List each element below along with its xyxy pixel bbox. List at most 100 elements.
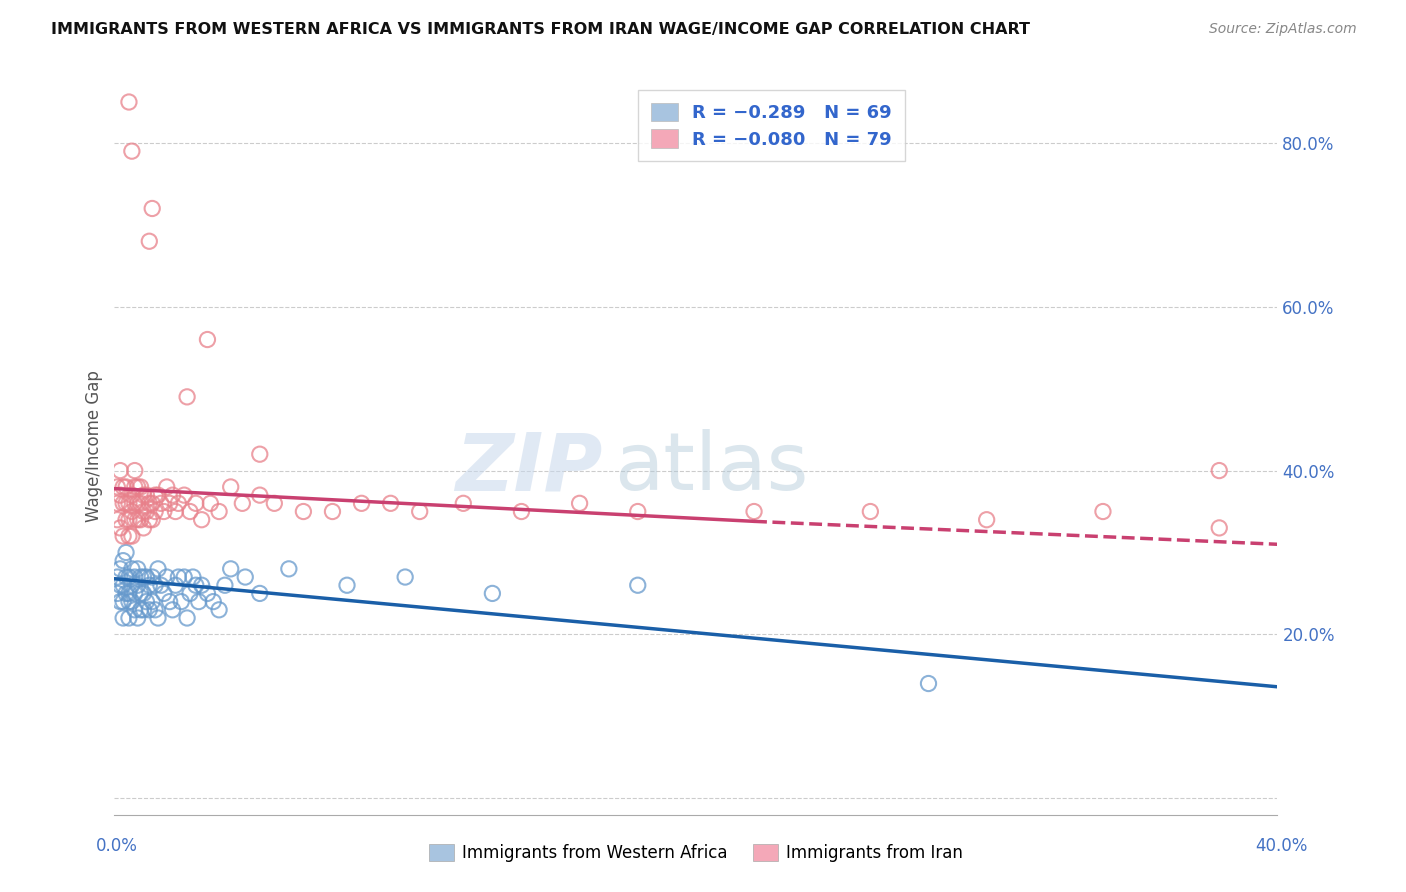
Point (170, 594, 193, 608)
Point (976, 513, 998, 527)
Point (1208, 521, 1230, 535)
Point (121, 529, 143, 543)
Point (141, 202, 163, 216)
Point (453, 496, 475, 510)
Point (380, 496, 402, 510)
Point (121, 504, 143, 518)
Point (112, 496, 135, 510)
Point (124, 586, 146, 600)
Point (132, 603, 155, 617)
Point (110, 488, 132, 502)
Point (219, 480, 242, 494)
Point (138, 513, 160, 527)
Point (121, 594, 143, 608)
Point (129, 570, 152, 584)
Point (184, 578, 207, 592)
Point (249, 447, 271, 461)
Point (129, 513, 152, 527)
Point (187, 594, 209, 608)
Point (112, 554, 135, 568)
Point (167, 496, 190, 510)
Point (165, 578, 187, 592)
Point (138, 578, 160, 592)
Point (138, 496, 160, 510)
Point (742, 504, 765, 518)
Point (197, 586, 219, 600)
Point (135, 594, 157, 608)
Point (190, 513, 212, 527)
Point (179, 504, 201, 518)
Point (263, 496, 285, 510)
Point (143, 504, 166, 518)
Point (143, 578, 166, 592)
Point (112, 594, 135, 608)
Point (110, 594, 132, 608)
Point (156, 480, 179, 494)
Point (118, 570, 141, 584)
Point (112, 480, 135, 494)
Point (249, 488, 271, 502)
Point (146, 562, 169, 576)
Point (118, 496, 141, 510)
Point (127, 496, 149, 510)
Point (112, 529, 135, 543)
Point (350, 496, 373, 510)
Point (135, 570, 157, 584)
Point (115, 496, 138, 510)
Point (118, 586, 141, 600)
Point (129, 603, 152, 617)
Point (118, 95, 141, 109)
Point (231, 496, 253, 510)
Point (859, 504, 882, 518)
Point (141, 594, 163, 608)
Point (124, 480, 146, 494)
Point (146, 611, 169, 625)
Point (165, 504, 187, 518)
Point (124, 603, 146, 617)
Point (121, 562, 143, 576)
Point (132, 521, 155, 535)
Point (233, 570, 256, 584)
Point (167, 570, 190, 584)
Point (143, 488, 166, 502)
Point (176, 611, 198, 625)
Point (110, 562, 132, 576)
Y-axis label: Wage/Income Gap: Wage/Income Gap (86, 370, 103, 522)
Point (118, 529, 141, 543)
Point (127, 480, 149, 494)
Point (124, 464, 146, 478)
Point (219, 562, 242, 576)
Point (146, 488, 169, 502)
Point (138, 234, 160, 248)
Point (208, 603, 231, 617)
Point (917, 676, 939, 690)
Point (105, 570, 128, 584)
Point (127, 513, 149, 527)
Point (115, 480, 138, 494)
Point (321, 504, 343, 518)
Point (200, 496, 222, 510)
Point (627, 578, 650, 592)
Point (568, 496, 591, 510)
Point (409, 504, 432, 518)
Point (153, 586, 176, 600)
Point (510, 504, 533, 518)
Point (149, 496, 172, 510)
Point (141, 496, 163, 510)
Legend: R = −0.289   N = 69, R = −0.080   N = 79: R = −0.289 N = 69, R = −0.080 N = 79 (638, 90, 904, 161)
Point (176, 390, 198, 404)
Point (149, 578, 172, 592)
Point (105, 496, 128, 510)
Point (162, 603, 184, 617)
Point (135, 488, 157, 502)
Text: 0.0%: 0.0% (96, 837, 138, 855)
Point (156, 570, 179, 584)
Point (129, 586, 152, 600)
Point (184, 496, 207, 510)
Point (127, 578, 149, 592)
Point (481, 586, 503, 600)
Point (627, 504, 650, 518)
Point (105, 586, 128, 600)
Point (394, 570, 416, 584)
Point (132, 586, 155, 600)
